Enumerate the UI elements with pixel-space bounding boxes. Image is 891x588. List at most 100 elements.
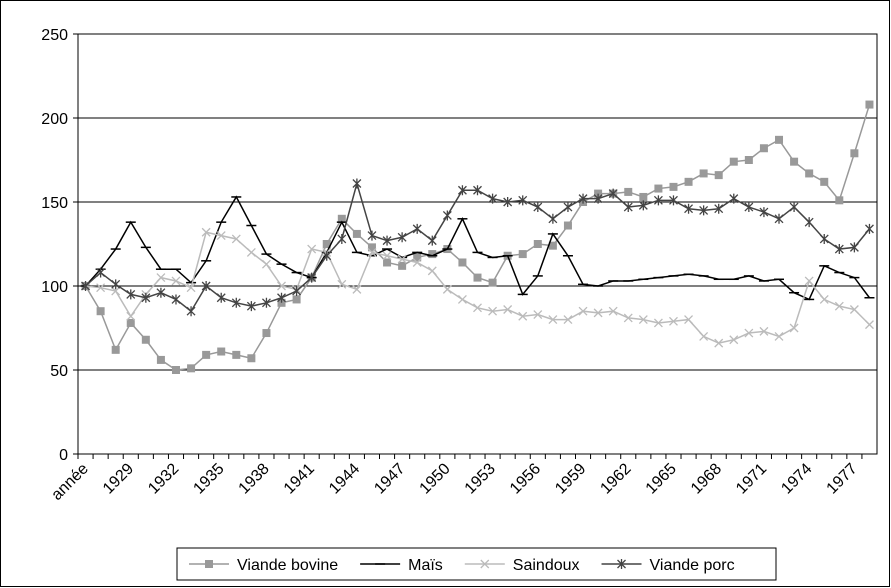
marker-shape [427, 235, 437, 246]
data-point [382, 251, 392, 261]
marker-shape [593, 308, 603, 318]
marker-shape [518, 250, 527, 259]
marker-shape [729, 157, 738, 166]
data-point [352, 229, 361, 238]
marker-shape [563, 202, 573, 213]
data-point [563, 202, 573, 213]
marker-shape [488, 278, 497, 287]
marker-shape [669, 182, 678, 191]
data-point [850, 149, 859, 158]
data-point [729, 193, 739, 204]
data-point [623, 202, 633, 213]
data-point [171, 366, 180, 374]
marker-shape [232, 350, 241, 359]
marker-shape [397, 232, 407, 243]
data-point [126, 289, 136, 300]
data-point [186, 283, 196, 293]
marker-shape [684, 177, 693, 186]
marker-shape [759, 207, 769, 218]
data-point [759, 207, 769, 218]
marker-shape [156, 273, 166, 283]
y-tick-label: 50 [50, 363, 68, 380]
data-point [578, 306, 588, 316]
data-point [261, 259, 271, 269]
data-point [488, 193, 498, 204]
legend: Viande bovine Maïs Saindoux Viande porc [176, 547, 777, 581]
marker-shape [201, 227, 211, 237]
marker-shape [819, 233, 829, 244]
plot-area [77, 33, 878, 455]
marker-shape [699, 331, 709, 341]
marker-shape [820, 177, 829, 186]
data-point [744, 328, 754, 338]
data-point [186, 306, 196, 317]
marker-shape [352, 284, 362, 294]
data-point [759, 326, 769, 336]
marker-shape [457, 185, 467, 196]
marker-shape [126, 289, 136, 300]
marker-shape [790, 157, 799, 166]
marker-shape [789, 202, 799, 213]
marker-shape [307, 272, 317, 283]
marker-shape [804, 276, 814, 286]
marker-shape [744, 328, 754, 338]
marker-shape [654, 184, 663, 193]
data-point [653, 195, 663, 206]
data-point [684, 315, 694, 325]
data-point [412, 258, 422, 267]
data-point [819, 233, 829, 244]
data-point [744, 156, 753, 164]
data-point [624, 187, 633, 196]
data-point [774, 213, 784, 224]
data-point [442, 210, 452, 221]
legend-label: Saindoux [513, 557, 580, 574]
marker-shape [473, 303, 482, 313]
marker-shape [457, 294, 467, 304]
marker-shape [774, 213, 784, 224]
data-point [246, 301, 256, 312]
data-point [307, 272, 317, 283]
marker-shape [624, 187, 633, 196]
marker-shape [141, 335, 150, 344]
data-point [201, 281, 211, 291]
y-tick-label: 200 [41, 111, 68, 128]
marker-shape [548, 315, 558, 325]
marker-shape [187, 364, 196, 373]
marker-shape [835, 196, 844, 205]
marker-shape [186, 283, 196, 293]
data-point [246, 247, 256, 257]
data-point [503, 305, 513, 314]
marker-shape [367, 230, 377, 241]
data-point [442, 284, 452, 294]
marker-shape [382, 235, 392, 246]
marker-shape [865, 320, 874, 330]
data-point [518, 195, 528, 206]
data-point [231, 297, 241, 308]
marker-shape [729, 335, 739, 345]
marker-shape [834, 244, 844, 255]
marker-shape [367, 243, 376, 252]
data-point [820, 177, 829, 186]
marker-shape [638, 315, 648, 325]
data-point [834, 244, 844, 255]
marker-shape [533, 310, 543, 320]
marker-shape [81, 281, 90, 291]
marker-shape [503, 305, 513, 314]
marker-shape [503, 197, 513, 207]
marker-shape [367, 247, 377, 257]
data-point [111, 279, 121, 290]
data-point [835, 196, 844, 205]
marker-shape [518, 311, 528, 321]
data-point [262, 329, 271, 338]
marker-shape [337, 279, 347, 289]
marker-shape [805, 169, 814, 178]
marker-shape [488, 306, 498, 316]
marker-shape [804, 217, 814, 228]
marker-shape [246, 301, 256, 312]
marker-shape [729, 193, 739, 204]
marker-shape [849, 305, 859, 314]
data-point [729, 157, 738, 166]
marker-shape [819, 294, 829, 304]
marker-shape [96, 267, 106, 278]
data-point [548, 241, 557, 250]
